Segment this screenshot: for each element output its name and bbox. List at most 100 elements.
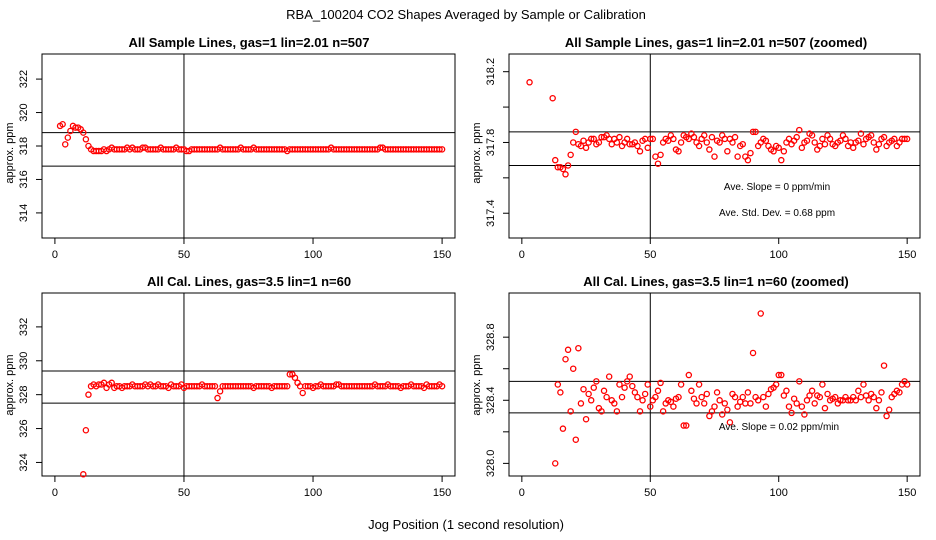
- data-point: [438, 382, 446, 390]
- data-point: [775, 371, 782, 379]
- y-axis-label: approx. ppm: [4, 122, 16, 183]
- data-point: [819, 135, 826, 143]
- data-point: [436, 146, 443, 153]
- data-point: [762, 137, 770, 144]
- panel-1: All Sample Lines, gas=1 lin=2.01 n=507 a…: [4, 35, 456, 261]
- x-tick-label: 100: [770, 249, 788, 261]
- data-point: [726, 419, 734, 426]
- panel-title: All Cal. Lines, gas=3.5 lin=1 n=60: [147, 274, 351, 289]
- x-tick-label: 50: [644, 249, 656, 261]
- data-point: [551, 156, 559, 164]
- data-point: [729, 139, 736, 146]
- data-point: [567, 408, 574, 415]
- data-point: [634, 393, 641, 401]
- data-point: [616, 381, 623, 388]
- plot-area: 0 50 100 150 328.0 328.4 328.8 Ave. Slope = 0.0…: [485, 292, 921, 499]
- y-tick-label: 332: [18, 318, 30, 336]
- data-point: [772, 381, 780, 388]
- data-point: [636, 148, 644, 155]
- data-point: [647, 403, 654, 410]
- data-point: [870, 393, 878, 401]
- x-tick-label: 150: [433, 249, 451, 261]
- y-axis-label: approx. ppm: [4, 354, 16, 415]
- data-point: [816, 393, 824, 401]
- data-point: [883, 412, 890, 420]
- y-tick-label: 328.8: [485, 323, 497, 351]
- data-point: [880, 133, 888, 141]
- y-axis-label: approx. ppm: [471, 354, 483, 415]
- data-point: [785, 403, 793, 410]
- data-point: [657, 151, 664, 159]
- data-point: [742, 400, 749, 407]
- data-point: [873, 146, 880, 153]
- data-point: [438, 146, 446, 153]
- data-point: [644, 381, 651, 388]
- y-tick-label: 314: [18, 204, 30, 222]
- data-point: [559, 425, 567, 432]
- data-point: [826, 135, 834, 143]
- y-tick-label: 326: [18, 419, 30, 437]
- data-point: [670, 135, 677, 143]
- data-point: [652, 153, 659, 160]
- data-point: [616, 133, 623, 141]
- data-point: [721, 400, 729, 407]
- data-point: [216, 388, 224, 395]
- data-point: [798, 403, 806, 410]
- data-point: [731, 393, 739, 401]
- data-point: [587, 397, 595, 404]
- y-tick-label: 317.8: [485, 129, 497, 157]
- data-point: [598, 408, 605, 415]
- data-point: [844, 397, 852, 404]
- data-point: [752, 128, 759, 136]
- data-point: [582, 415, 590, 423]
- data-point: [564, 162, 572, 169]
- data-point: [703, 390, 711, 398]
- data-point: [85, 391, 92, 398]
- data-point: [793, 133, 800, 141]
- data-point: [739, 393, 747, 401]
- data-point: [860, 381, 867, 388]
- data-point: [824, 390, 831, 398]
- data-point: [569, 139, 577, 146]
- data-point: [675, 148, 682, 155]
- data-point: [600, 387, 608, 395]
- data-point: [64, 134, 72, 141]
- data-point: [798, 144, 806, 152]
- data-point: [708, 133, 716, 141]
- data-point: [865, 397, 872, 404]
- data-point: [867, 132, 875, 139]
- data-point: [885, 406, 893, 413]
- y-tick-label: 318: [18, 137, 30, 155]
- data-point: [708, 408, 716, 415]
- data-point: [680, 422, 687, 429]
- data-point: [80, 129, 87, 136]
- data-point: [718, 411, 726, 418]
- data-point: [831, 393, 839, 401]
- data-point: [618, 393, 626, 401]
- panel-title: All Sample Lines, gas=1 lin=2.01 n=507 (…: [565, 35, 867, 50]
- data-point: [603, 393, 610, 401]
- data-point: [649, 135, 657, 143]
- data-point: [281, 382, 288, 390]
- data-point: [613, 408, 621, 415]
- data-point: [626, 373, 633, 380]
- panel-title: All Sample Lines, gas=1 lin=2.01 n=507: [129, 35, 370, 50]
- data-point: [585, 390, 592, 398]
- data-point: [593, 378, 600, 385]
- data-point: [880, 362, 888, 369]
- data-point: [613, 139, 621, 146]
- x-tick-label: 50: [178, 487, 190, 499]
- x-tick-label: 0: [52, 249, 58, 261]
- data-point: [875, 140, 883, 148]
- data-point: [806, 392, 813, 399]
- plot-area: 0 50 100 150 317.4 317.8 318.2 Ave. Slope = 0 p…: [485, 53, 921, 261]
- data-point: [711, 153, 718, 160]
- y-tick-label: 324: [18, 453, 30, 471]
- data-point: [299, 389, 306, 397]
- data-point: [688, 387, 695, 395]
- panel-4: All Cal. Lines, gas=3.5 lin=1 n=60 (zoom…: [471, 274, 921, 499]
- data-point: [286, 371, 294, 378]
- data-point: [575, 344, 582, 352]
- data-point: [67, 127, 74, 135]
